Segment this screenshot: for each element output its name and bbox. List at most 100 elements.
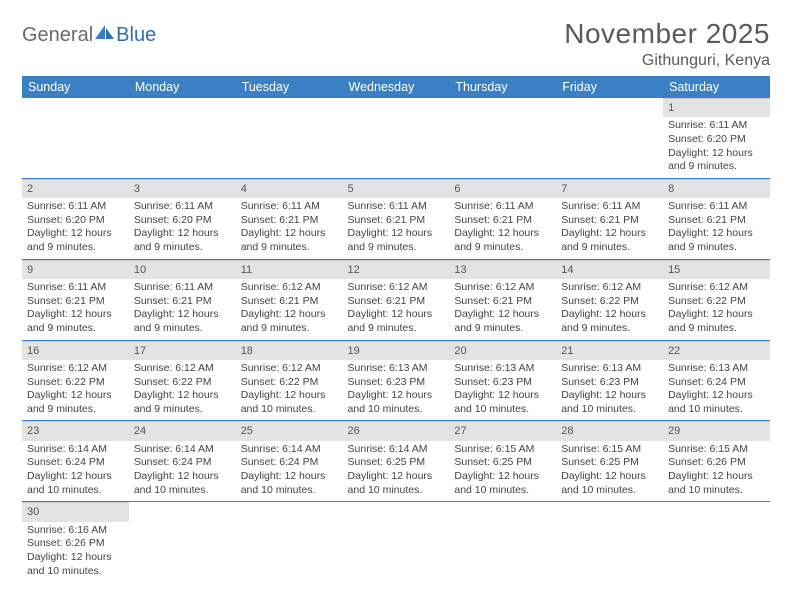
calendar-cell: 29Sunrise: 6:15 AMSunset: 6:26 PMDayligh…	[663, 421, 770, 502]
calendar-cell: ..	[22, 98, 129, 178]
calendar-cell: ..	[449, 98, 556, 178]
calendar-cell: 17Sunrise: 6:12 AMSunset: 6:22 PMDayligh…	[129, 340, 236, 421]
day-number: 24	[129, 421, 236, 440]
calendar-cell: 7Sunrise: 6:11 AMSunset: 6:21 PMDaylight…	[556, 178, 663, 259]
weekday-header: Thursday	[449, 76, 556, 98]
calendar-cell: ..	[556, 502, 663, 582]
day-details: Sunrise: 6:13 AMSunset: 6:24 PMDaylight:…	[663, 360, 770, 421]
day-number: 11	[236, 260, 343, 279]
day-details: Sunrise: 6:13 AMSunset: 6:23 PMDaylight:…	[449, 360, 556, 421]
sail-icon	[95, 24, 115, 47]
weekday-header: Friday	[556, 76, 663, 98]
calendar-cell: 4Sunrise: 6:11 AMSunset: 6:21 PMDaylight…	[236, 178, 343, 259]
calendar-cell: 20Sunrise: 6:13 AMSunset: 6:23 PMDayligh…	[449, 340, 556, 421]
calendar-cell: ..	[129, 98, 236, 178]
day-details: Sunrise: 6:13 AMSunset: 6:23 PMDaylight:…	[556, 360, 663, 421]
calendar-cell: 26Sunrise: 6:14 AMSunset: 6:25 PMDayligh…	[343, 421, 450, 502]
calendar-cell: 27Sunrise: 6:15 AMSunset: 6:25 PMDayligh…	[449, 421, 556, 502]
day-details: Sunrise: 6:12 AMSunset: 6:22 PMDaylight:…	[663, 279, 770, 340]
weekday-header: Saturday	[663, 76, 770, 98]
day-details: Sunrise: 6:11 AMSunset: 6:21 PMDaylight:…	[343, 198, 450, 259]
day-number: 3	[129, 179, 236, 198]
calendar-cell: 2Sunrise: 6:11 AMSunset: 6:20 PMDaylight…	[22, 178, 129, 259]
calendar-cell: 3Sunrise: 6:11 AMSunset: 6:20 PMDaylight…	[129, 178, 236, 259]
day-number: 21	[556, 341, 663, 360]
title-block: November 2025 Githunguri, Kenya	[564, 18, 770, 70]
calendar-cell: ..	[236, 98, 343, 178]
day-details: Sunrise: 6:12 AMSunset: 6:22 PMDaylight:…	[129, 360, 236, 421]
calendar-cell: 24Sunrise: 6:14 AMSunset: 6:24 PMDayligh…	[129, 421, 236, 502]
calendar-cell: 9Sunrise: 6:11 AMSunset: 6:21 PMDaylight…	[22, 259, 129, 340]
calendar-cell: ..	[343, 502, 450, 582]
day-details: Sunrise: 6:11 AMSunset: 6:21 PMDaylight:…	[22, 279, 129, 340]
brand-part1: General	[22, 24, 93, 47]
page-title: November 2025	[564, 18, 770, 50]
day-details: Sunrise: 6:14 AMSunset: 6:25 PMDaylight:…	[343, 441, 450, 502]
day-details: Sunrise: 6:12 AMSunset: 6:21 PMDaylight:…	[343, 279, 450, 340]
calendar-cell: 18Sunrise: 6:12 AMSunset: 6:22 PMDayligh…	[236, 340, 343, 421]
day-details: Sunrise: 6:15 AMSunset: 6:25 PMDaylight:…	[556, 441, 663, 502]
calendar-cell: 8Sunrise: 6:11 AMSunset: 6:21 PMDaylight…	[663, 178, 770, 259]
header: General Blue November 2025 Githunguri, Ke…	[22, 18, 770, 70]
calendar-cell: ..	[129, 502, 236, 582]
calendar-cell: 14Sunrise: 6:12 AMSunset: 6:22 PMDayligh…	[556, 259, 663, 340]
day-number: 7	[556, 179, 663, 198]
day-number: 26	[343, 421, 450, 440]
day-number: 1	[663, 98, 770, 117]
calendar-cell: 19Sunrise: 6:13 AMSunset: 6:23 PMDayligh…	[343, 340, 450, 421]
calendar-cell: 1Sunrise: 6:11 AMSunset: 6:20 PMDaylight…	[663, 98, 770, 178]
day-details: Sunrise: 6:14 AMSunset: 6:24 PMDaylight:…	[129, 441, 236, 502]
day-number: 13	[449, 260, 556, 279]
calendar-cell: 22Sunrise: 6:13 AMSunset: 6:24 PMDayligh…	[663, 340, 770, 421]
calendar-cell: 12Sunrise: 6:12 AMSunset: 6:21 PMDayligh…	[343, 259, 450, 340]
day-details: Sunrise: 6:11 AMSunset: 6:21 PMDaylight:…	[663, 198, 770, 259]
calendar-cell: 15Sunrise: 6:12 AMSunset: 6:22 PMDayligh…	[663, 259, 770, 340]
calendar-cell: ..	[556, 98, 663, 178]
day-number: 20	[449, 341, 556, 360]
calendar-body: ............1Sunrise: 6:11 AMSunset: 6:2…	[22, 98, 770, 582]
calendar-cell: 23Sunrise: 6:14 AMSunset: 6:24 PMDayligh…	[22, 421, 129, 502]
day-number: 19	[343, 341, 450, 360]
day-details: Sunrise: 6:15 AMSunset: 6:25 PMDaylight:…	[449, 441, 556, 502]
calendar-cell: ..	[343, 98, 450, 178]
calendar-head: SundayMondayTuesdayWednesdayThursdayFrid…	[22, 76, 770, 98]
calendar-cell: 25Sunrise: 6:14 AMSunset: 6:24 PMDayligh…	[236, 421, 343, 502]
day-details: Sunrise: 6:16 AMSunset: 6:26 PMDaylight:…	[22, 522, 129, 583]
day-details: Sunrise: 6:11 AMSunset: 6:20 PMDaylight:…	[129, 198, 236, 259]
brand-part2: Blue	[116, 24, 156, 47]
day-details: Sunrise: 6:11 AMSunset: 6:20 PMDaylight:…	[22, 198, 129, 259]
day-number: 10	[129, 260, 236, 279]
day-number: 30	[22, 502, 129, 521]
day-number: 29	[663, 421, 770, 440]
day-details: Sunrise: 6:12 AMSunset: 6:22 PMDaylight:…	[236, 360, 343, 421]
day-details: Sunrise: 6:11 AMSunset: 6:21 PMDaylight:…	[129, 279, 236, 340]
day-details: Sunrise: 6:11 AMSunset: 6:21 PMDaylight:…	[449, 198, 556, 259]
day-number: 9	[22, 260, 129, 279]
day-details: Sunrise: 6:12 AMSunset: 6:21 PMDaylight:…	[449, 279, 556, 340]
calendar-cell: 11Sunrise: 6:12 AMSunset: 6:21 PMDayligh…	[236, 259, 343, 340]
day-number: 6	[449, 179, 556, 198]
day-number: 16	[22, 341, 129, 360]
calendar-cell: ..	[663, 502, 770, 582]
day-number: 14	[556, 260, 663, 279]
day-details: Sunrise: 6:11 AMSunset: 6:21 PMDaylight:…	[236, 198, 343, 259]
day-number: 12	[343, 260, 450, 279]
weekday-header: Sunday	[22, 76, 129, 98]
calendar-cell: 16Sunrise: 6:12 AMSunset: 6:22 PMDayligh…	[22, 340, 129, 421]
calendar-table: SundayMondayTuesdayWednesdayThursdayFrid…	[22, 76, 770, 582]
day-number: 15	[663, 260, 770, 279]
day-details: Sunrise: 6:11 AMSunset: 6:20 PMDaylight:…	[663, 117, 770, 178]
day-number: 5	[343, 179, 450, 198]
day-number: 2	[22, 179, 129, 198]
calendar-cell: 21Sunrise: 6:13 AMSunset: 6:23 PMDayligh…	[556, 340, 663, 421]
day-details: Sunrise: 6:12 AMSunset: 6:21 PMDaylight:…	[236, 279, 343, 340]
calendar-cell: 13Sunrise: 6:12 AMSunset: 6:21 PMDayligh…	[449, 259, 556, 340]
day-details: Sunrise: 6:12 AMSunset: 6:22 PMDaylight:…	[22, 360, 129, 421]
brand-logo: General Blue	[22, 18, 156, 47]
day-number: 18	[236, 341, 343, 360]
day-details: Sunrise: 6:14 AMSunset: 6:24 PMDaylight:…	[236, 441, 343, 502]
calendar-cell: 30Sunrise: 6:16 AMSunset: 6:26 PMDayligh…	[22, 502, 129, 582]
calendar-cell: 28Sunrise: 6:15 AMSunset: 6:25 PMDayligh…	[556, 421, 663, 502]
day-number: 4	[236, 179, 343, 198]
day-details: Sunrise: 6:13 AMSunset: 6:23 PMDaylight:…	[343, 360, 450, 421]
